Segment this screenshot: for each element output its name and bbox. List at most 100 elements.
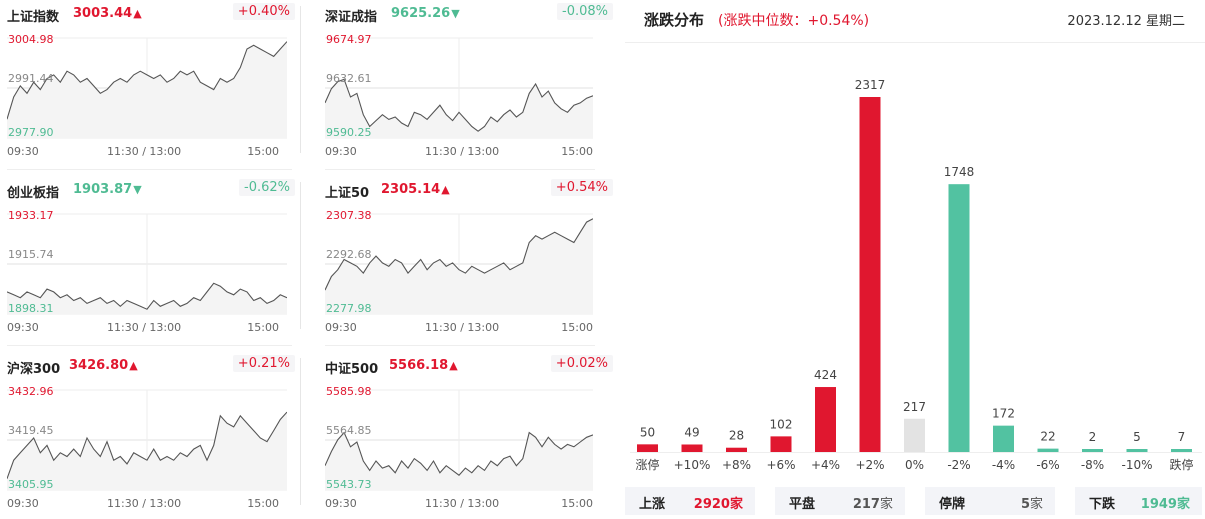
down-arrow-icon: ▼ — [451, 7, 460, 20]
bar-category-label: +6% — [766, 458, 795, 472]
index-card-sse[interactable]: 上证指数 3003.44▲ +0.40% 3004.98 2991.44 297… — [7, 0, 297, 170]
column-divider — [300, 6, 301, 153]
index-header: 中证500 5566.18▲ +0.02% — [325, 352, 615, 378]
median-change-subtitle: (涨跌中位数：+0.54%) — [718, 13, 870, 29]
bar-value-label: 2317 — [855, 78, 886, 92]
low-label: 3405.95 — [8, 478, 54, 491]
high-label: 5585.98 — [326, 385, 372, 398]
up-arrow-icon: ▲ — [129, 359, 138, 372]
time-label-close: 15:00 — [247, 145, 279, 158]
mid-label: 2991.44 — [8, 72, 54, 85]
high-label: 1933.17 — [8, 209, 54, 222]
low-label: 9590.25 — [326, 126, 372, 139]
row-divider — [7, 169, 292, 170]
index-header: 上证50 2305.14▲ +0.54% — [325, 176, 615, 202]
index-header: 深证成指 9625.26▼ -0.08% — [325, 0, 615, 26]
index-name: 创业板指 — [7, 186, 60, 201]
time-label-midday: 11:30 / 13:00 — [107, 145, 182, 158]
intraday-chart — [7, 37, 287, 139]
time-label-close: 15:00 — [247, 497, 279, 510]
bar-value-label: 49 — [684, 425, 699, 439]
index-price: 5566.18▲ — [389, 358, 458, 373]
time-label-open: 09:30 — [325, 145, 357, 158]
price-line — [7, 41, 287, 120]
bar-value-label: 22 — [1040, 430, 1055, 444]
bar-category-label: -6% — [1036, 458, 1059, 472]
index-change-badge: +0.21% — [232, 355, 295, 372]
bar — [815, 387, 836, 452]
index-name: 中证500 — [325, 362, 379, 377]
bar-category-label: 跌停 — [1169, 457, 1193, 472]
low-label: 5543.73 — [326, 478, 372, 491]
bar-value-label: 217 — [903, 400, 926, 414]
index-card-chinext[interactable]: 创业板指 1903.87▼ -0.62% 1933.17 1915.74 189… — [7, 176, 297, 346]
summary-value: 1949家 — [1140, 497, 1190, 512]
bar — [904, 418, 925, 452]
price-line — [7, 282, 287, 310]
summary-label: 平盘 — [789, 497, 816, 512]
bar-value-label: 28 — [729, 429, 744, 443]
summary-value: 5家 — [1020, 497, 1043, 512]
row-divider — [7, 345, 292, 346]
bar-category-label: +10% — [674, 458, 711, 472]
time-label-close: 15:00 — [561, 145, 593, 158]
index-card-csi300[interactable]: 沪深300 3426.80▲ +0.21% 3432.96 3419.45 34… — [7, 352, 297, 519]
index-card-szse[interactable]: 深证成指 9625.26▼ -0.08% 9674.97 9632.61 959… — [325, 0, 615, 170]
bar — [770, 436, 792, 452]
summary-value: 217家 — [852, 497, 893, 512]
index-price: 3426.80▲ — [69, 358, 138, 373]
column-divider — [300, 182, 301, 329]
index-card-sse50[interactable]: 上证50 2305.14▲ +0.54% 2307.38 2292.68 227… — [325, 176, 615, 346]
summary-down[interactable]: 下跌 1949家 — [1075, 487, 1202, 515]
index-change-badge: +0.02% — [550, 355, 613, 372]
index-change-badge: +0.40% — [232, 3, 295, 20]
price-line — [325, 78, 593, 132]
summary-suspended[interactable]: 停牌 5家 — [925, 487, 1055, 515]
up-arrow-icon: ▲ — [449, 359, 458, 372]
bar-value-label: 50 — [640, 425, 655, 439]
row-divider — [325, 345, 595, 346]
time-label-open: 09:30 — [325, 497, 357, 510]
bar — [1037, 448, 1059, 452]
high-label: 9674.97 — [326, 33, 372, 46]
summary-label: 上涨 — [639, 497, 666, 512]
panel-divider — [625, 42, 1205, 43]
bar-category-label: 0% — [905, 458, 924, 472]
price-area — [325, 79, 593, 138]
summary-label: 下跌 — [1089, 497, 1116, 512]
index-change-badge: -0.62% — [239, 179, 295, 196]
bar-value-label: 5 — [1133, 430, 1141, 444]
intraday-chart — [325, 37, 593, 139]
high-label: 3432.96 — [8, 385, 54, 398]
price-area — [325, 218, 593, 314]
bar-category-label: -8% — [1081, 458, 1104, 472]
bar — [1082, 449, 1103, 452]
time-label-midday: 11:30 / 13:00 — [425, 321, 500, 334]
summary-up[interactable]: 上涨 2920家 — [625, 487, 755, 515]
price-line — [325, 431, 593, 476]
bar — [859, 97, 881, 452]
index-card-csi500[interactable]: 中证500 5566.18▲ +0.02% 5585.98 5564.85 55… — [325, 352, 615, 519]
trade-date: 2023.12.12 星期二 — [1067, 14, 1185, 29]
summary-value: 2920家 — [693, 497, 743, 512]
low-label: 2277.98 — [326, 302, 372, 315]
summary-flat[interactable]: 平盘 217家 — [775, 487, 905, 515]
bar — [1171, 449, 1192, 452]
index-price: 1903.87▼ — [73, 182, 142, 197]
bar-category-label: -10% — [1121, 458, 1152, 472]
bar-category-label: -4% — [992, 458, 1015, 472]
row-divider — [325, 169, 595, 170]
time-label-midday: 11:30 / 13:00 — [425, 145, 500, 158]
bar-category-label: +4% — [811, 458, 840, 472]
intraday-chart — [7, 389, 287, 491]
low-label: 1898.31 — [8, 302, 54, 315]
distribution-bar-chart: 50 涨停 49 +10% 28 +8% 102 +6% 424 +4% 2317 +2% 217 0% 1… — [630, 78, 1202, 472]
mid-label: 2292.68 — [326, 248, 372, 261]
bar-value-label: 7 — [1178, 430, 1186, 444]
low-label: 2977.90 — [8, 126, 54, 139]
bar-category-label: -2% — [947, 458, 970, 472]
bar — [637, 444, 658, 452]
bar-value-label: 102 — [770, 417, 793, 431]
distribution-title: 涨跌分布 — [644, 11, 705, 29]
